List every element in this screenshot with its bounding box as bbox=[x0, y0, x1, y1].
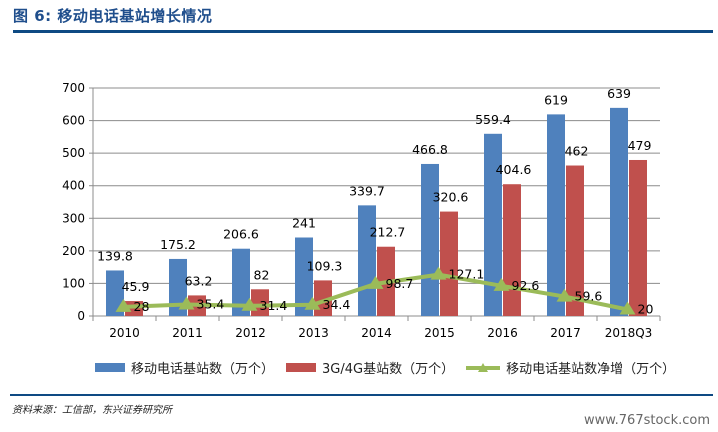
data-label-net-increase: 28 bbox=[134, 299, 150, 314]
data-label-3g4g: 404.6 bbox=[496, 162, 532, 177]
data-label-base-stations: 206.6 bbox=[223, 227, 259, 242]
data-label-base-stations: 466.8 bbox=[412, 142, 448, 157]
legend-label: 移动电话基站数（万个） bbox=[131, 362, 275, 377]
data-label-base-stations: 639 bbox=[607, 86, 631, 101]
axes: 0 100 200 300 400 500 600 700 2010 2011 2012 2013 20… bbox=[62, 81, 661, 340]
net-increase-marker bbox=[430, 266, 447, 280]
data-label-3g4g: 212.7 bbox=[370, 225, 406, 240]
data-labels: 139.8 175.2 206.6 241 339.7 466.8 559.4 619 639 4… bbox=[97, 86, 653, 317]
y-tick-label: 400 bbox=[62, 179, 85, 193]
legend: 移动电话基站数（万个） 3G/4G基站数（万个） 移动电话基站数净增（万个） bbox=[95, 358, 687, 377]
line-series bbox=[115, 266, 636, 315]
legend-label: 移动电话基站数净增（万个） bbox=[506, 362, 676, 377]
x-tick-label: 2018Q3 bbox=[605, 326, 653, 340]
x-tick-label: 2016 bbox=[487, 326, 518, 340]
net-increase-marker bbox=[178, 296, 195, 310]
data-label-net-increase: 35.4 bbox=[197, 296, 225, 311]
legend-item-base-stations: 移动电话基站数（万个） bbox=[95, 358, 274, 377]
data-label-net-increase: 34.4 bbox=[323, 297, 351, 312]
data-label-3g4g: 320.6 bbox=[433, 190, 469, 205]
data-label-net-increase: 127.1 bbox=[449, 267, 485, 282]
bar-base-stations bbox=[610, 107, 628, 317]
legend-swatch-line bbox=[466, 361, 501, 375]
net-increase-marker bbox=[493, 277, 510, 291]
data-label-base-stations: 139.8 bbox=[97, 248, 133, 263]
y-tick-label: 300 bbox=[62, 211, 85, 225]
data-label-base-stations: 339.7 bbox=[349, 183, 385, 198]
figure-title: 图 6: 移动电话基站增长情况 bbox=[13, 7, 213, 25]
bar-3g4g bbox=[566, 165, 584, 316]
data-label-3g4g: 82 bbox=[254, 267, 270, 282]
legend-item-3g4g: 3G/4G基站数（万个） bbox=[286, 358, 454, 377]
data-label-net-increase: 98.7 bbox=[386, 276, 414, 291]
x-tick-label: 2014 bbox=[361, 326, 392, 340]
data-label-base-stations: 619 bbox=[544, 92, 568, 107]
x-tick-label: 2010 bbox=[109, 326, 140, 340]
data-label-3g4g: 109.3 bbox=[307, 258, 343, 273]
data-label-base-stations: 559.4 bbox=[475, 112, 511, 127]
legend-label: 3G/4G基站数（万个） bbox=[322, 362, 455, 377]
title-divider bbox=[13, 30, 713, 33]
source-note: 资料来源：工信部，东兴证券研究所 bbox=[12, 405, 172, 416]
net-increase-marker bbox=[304, 296, 321, 310]
legend-item-net-increase: 移动电话基站数净增（万个） bbox=[466, 358, 675, 377]
bar-base-stations bbox=[106, 270, 124, 316]
bar-base-stations bbox=[547, 114, 565, 316]
bar-3g4g bbox=[503, 184, 521, 316]
data-label-3g4g: 479 bbox=[628, 138, 652, 153]
net-increase-marker bbox=[241, 297, 258, 311]
legend-swatch-red bbox=[286, 363, 317, 372]
y-tick-label: 500 bbox=[62, 146, 85, 160]
x-tick-label: 2011 bbox=[172, 326, 203, 340]
y-tick-label: 100 bbox=[62, 276, 85, 290]
bar-3g4g bbox=[629, 159, 647, 316]
watermark: www.767stock.com bbox=[583, 413, 710, 428]
data-label-3g4g: 63.2 bbox=[185, 273, 213, 288]
bar-base-stations bbox=[484, 133, 502, 316]
bar-base-stations bbox=[358, 205, 376, 316]
y-tick-label: 0 bbox=[77, 309, 85, 323]
y-tick-label: 200 bbox=[62, 244, 85, 258]
bar-base-stations bbox=[421, 163, 439, 316]
data-label-net-increase: 20 bbox=[638, 301, 654, 316]
legend-swatch-blue bbox=[95, 363, 125, 372]
y-tick-label: 700 bbox=[62, 81, 85, 95]
net-increase-marker bbox=[619, 301, 636, 315]
x-tick-label: 2017 bbox=[550, 326, 581, 340]
data-label-net-increase: 59.6 bbox=[575, 289, 603, 304]
data-label-base-stations: 241 bbox=[292, 216, 316, 231]
x-tick-label: 2015 bbox=[424, 326, 455, 340]
bar-base-stations bbox=[169, 258, 187, 316]
footer-divider bbox=[10, 394, 713, 396]
net-increase-marker bbox=[367, 275, 384, 289]
data-label-3g4g: 45.9 bbox=[122, 279, 150, 294]
gridlines bbox=[93, 87, 660, 284]
bar-base-stations bbox=[232, 248, 250, 316]
data-label-base-stations: 175.2 bbox=[160, 237, 196, 252]
net-increase-marker bbox=[556, 288, 573, 302]
chart-area: 0 100 200 300 400 500 600 700 2010 2011 2012 2013 20… bbox=[62, 81, 661, 340]
data-label-net-increase: 92.6 bbox=[512, 278, 540, 293]
y-tick-label: 600 bbox=[62, 114, 85, 128]
data-label-net-increase: 31.4 bbox=[260, 298, 288, 313]
x-tick-label: 2012 bbox=[235, 326, 266, 340]
bar-3g4g bbox=[440, 211, 458, 316]
net-increase-marker bbox=[115, 298, 132, 312]
bar-base-stations bbox=[295, 237, 313, 316]
x-tick-label: 2013 bbox=[298, 326, 329, 340]
data-label-3g4g: 462 bbox=[565, 144, 589, 159]
